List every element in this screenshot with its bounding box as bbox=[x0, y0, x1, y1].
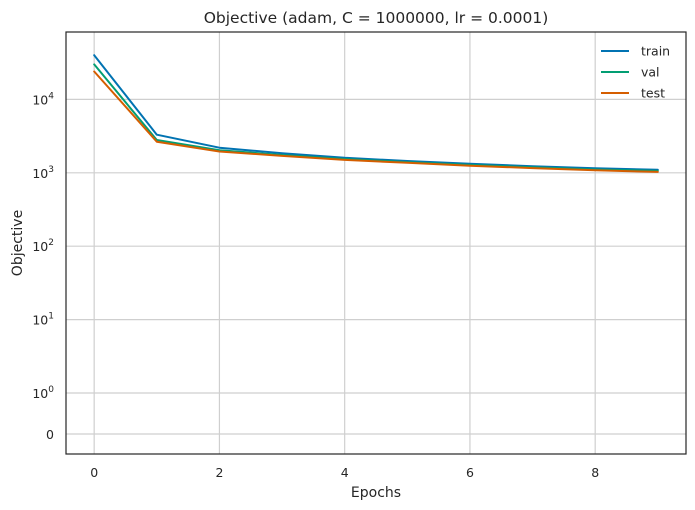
x-tick-label: 2 bbox=[215, 465, 223, 480]
x-tick-label: 4 bbox=[341, 465, 349, 480]
legend-label-test: test bbox=[641, 86, 665, 101]
x-axis-ticks: 0 2 4 6 8 bbox=[90, 465, 599, 480]
y-axis-label: Objective bbox=[10, 210, 26, 276]
series-line-train bbox=[93, 54, 659, 171]
y-tick-label: 0 bbox=[46, 427, 54, 442]
legend-label-train: train bbox=[641, 44, 670, 59]
x-tick-label: 0 bbox=[90, 465, 98, 480]
legend: train val test bbox=[601, 44, 670, 101]
legend-label-val: val bbox=[641, 65, 660, 80]
x-tick-label: 8 bbox=[591, 465, 599, 480]
x-axis-label: Epochs bbox=[351, 485, 401, 501]
series-lines bbox=[93, 54, 659, 173]
y-tick-label: 102 bbox=[32, 238, 54, 254]
y-tick-label: 101 bbox=[32, 312, 54, 328]
y-tick-label: 100 bbox=[32, 385, 54, 401]
series-line-test bbox=[93, 70, 659, 173]
plot-frame bbox=[65, 31, 687, 455]
y-tick-label: 103 bbox=[32, 165, 54, 181]
y-tick-label: 104 bbox=[32, 91, 54, 107]
x-tick-label: 6 bbox=[466, 465, 474, 480]
y-axis-ticks: 0 100 101 102 103 104 bbox=[32, 91, 54, 442]
chart-title: Objective (adam, C = 1000000, lr = 0.000… bbox=[204, 9, 549, 27]
grid bbox=[66, 32, 686, 454]
